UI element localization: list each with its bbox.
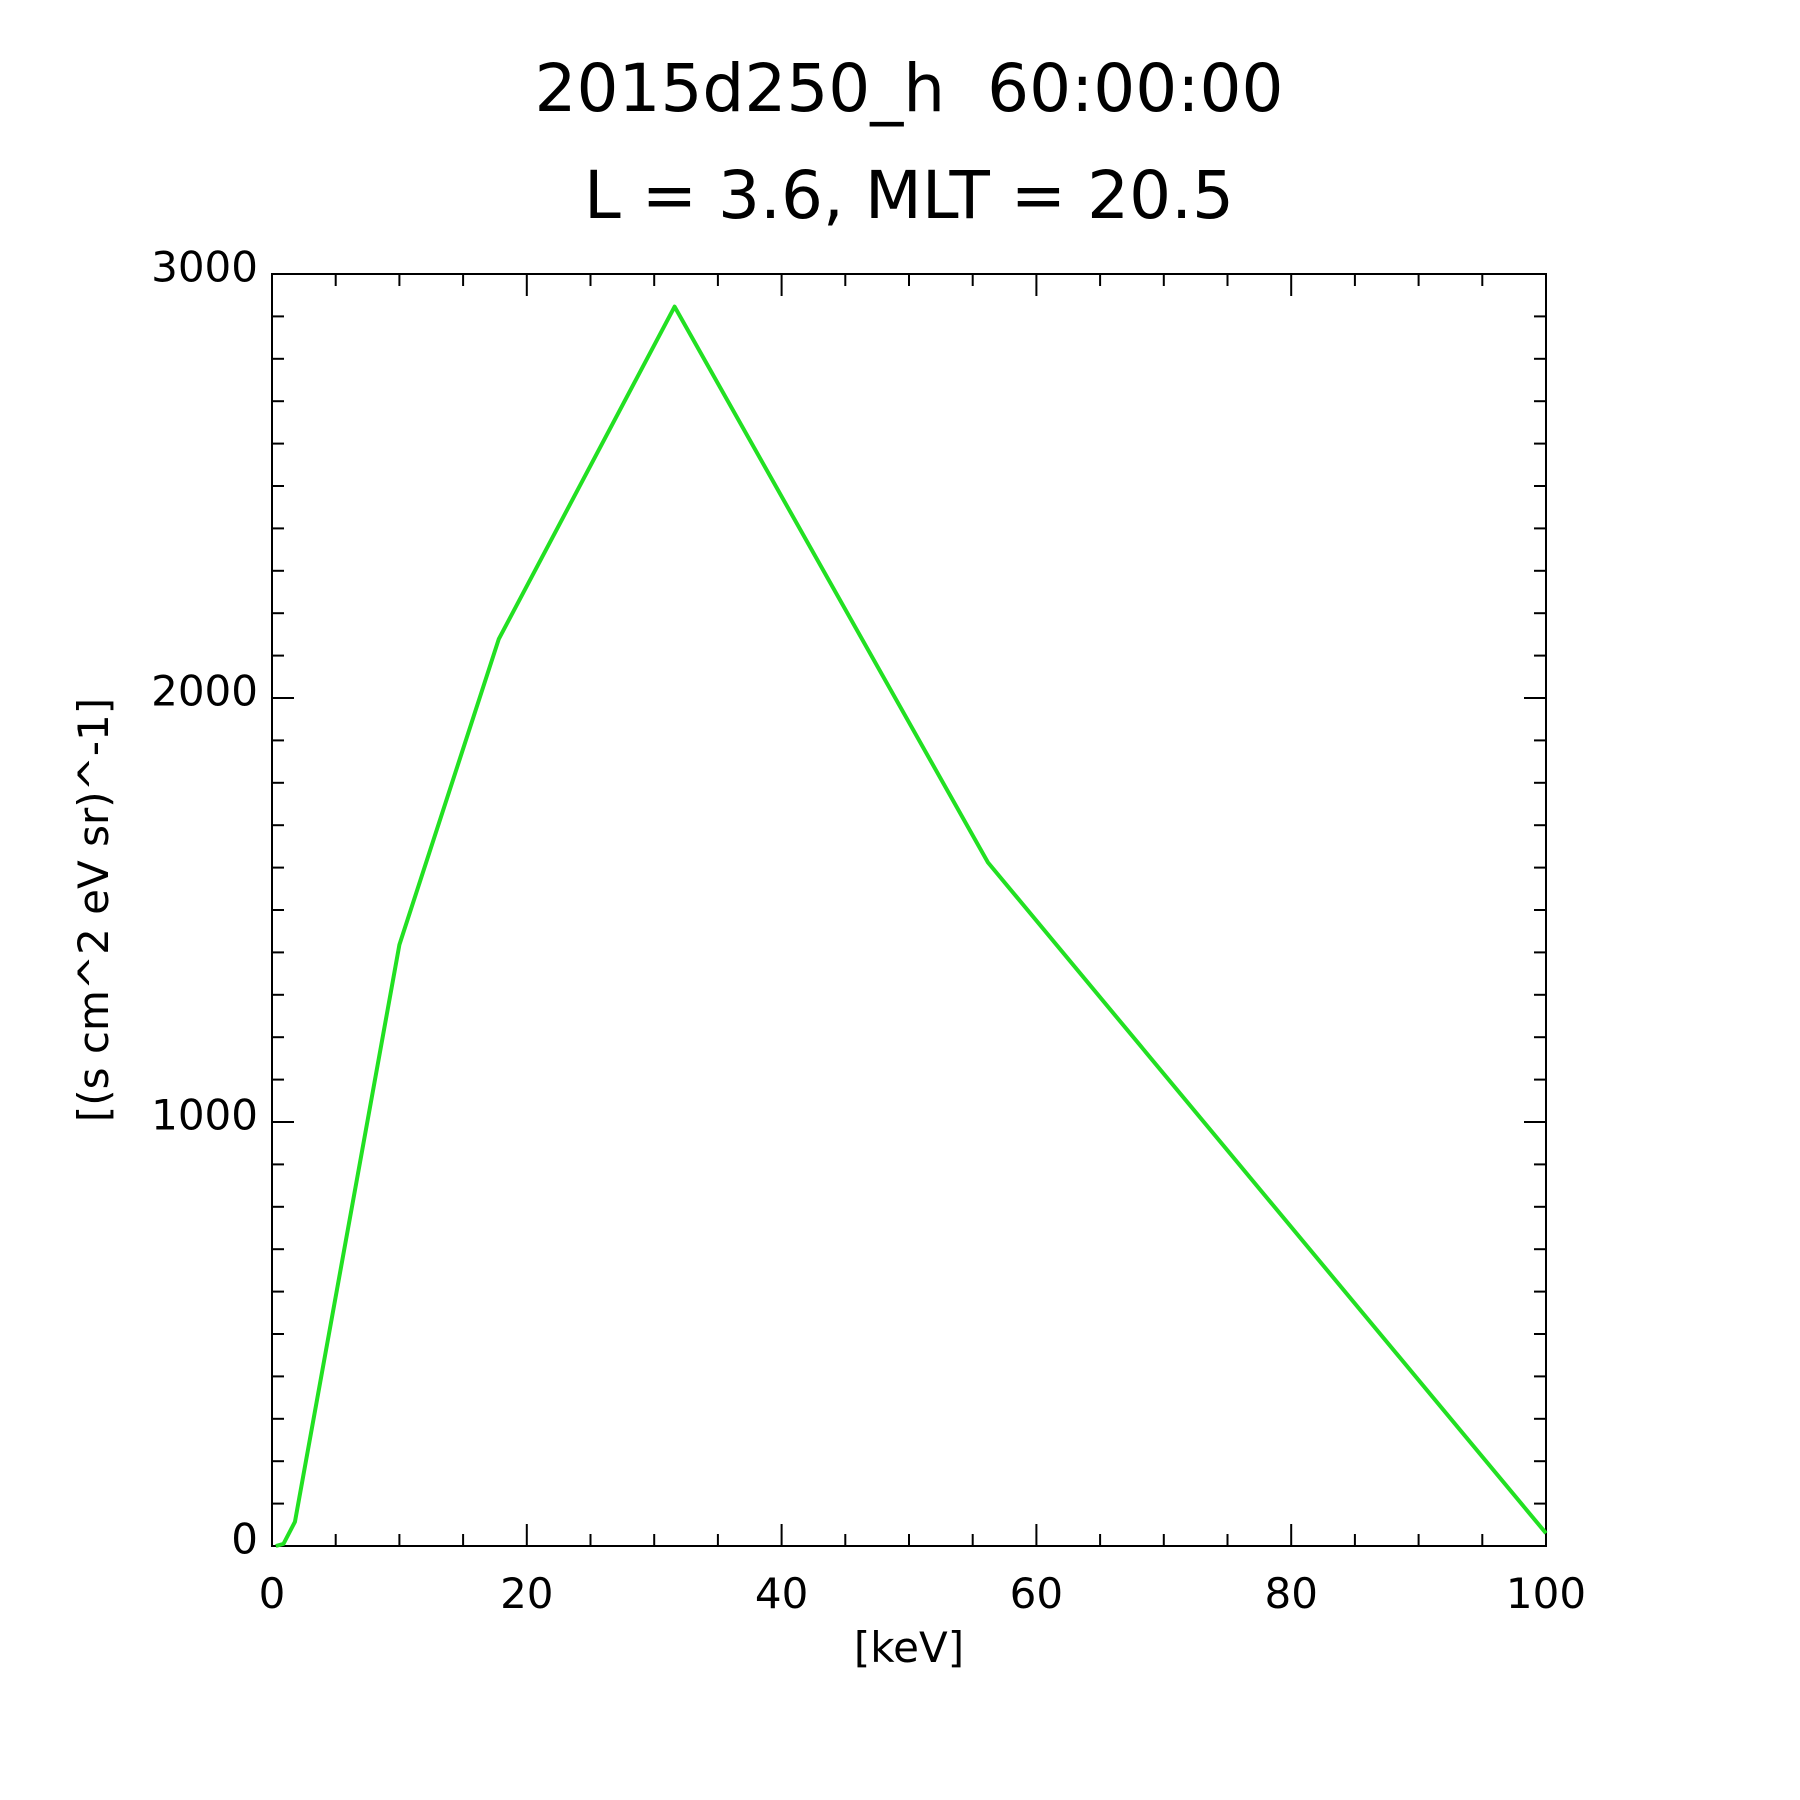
x-tick-label: 20 (500, 1569, 553, 1618)
x-tick-label: 0 (259, 1569, 286, 1618)
chart-subtitle: L = 3.6, MLT = 20.5 (584, 157, 1234, 234)
y-tick-label: 0 (231, 1515, 258, 1564)
x-tick-label: 60 (1010, 1569, 1063, 1618)
x-axis-label: [keV] (854, 1623, 964, 1672)
x-tick-label: 40 (755, 1569, 808, 1618)
y-axis-label: [(s cm^2 eV sr)^-1] (69, 698, 118, 1122)
x-tick-label: 80 (1264, 1569, 1317, 1618)
data-line (275, 304, 1548, 1548)
x-tick-label: 100 (1506, 1569, 1586, 1618)
y-tick-label: 3000 (151, 243, 258, 292)
chart-title: 2015d250_h 60:00:00 (534, 50, 1283, 127)
y-tick-label: 2000 (151, 667, 258, 716)
y-tick-label: 1000 (151, 1091, 258, 1140)
